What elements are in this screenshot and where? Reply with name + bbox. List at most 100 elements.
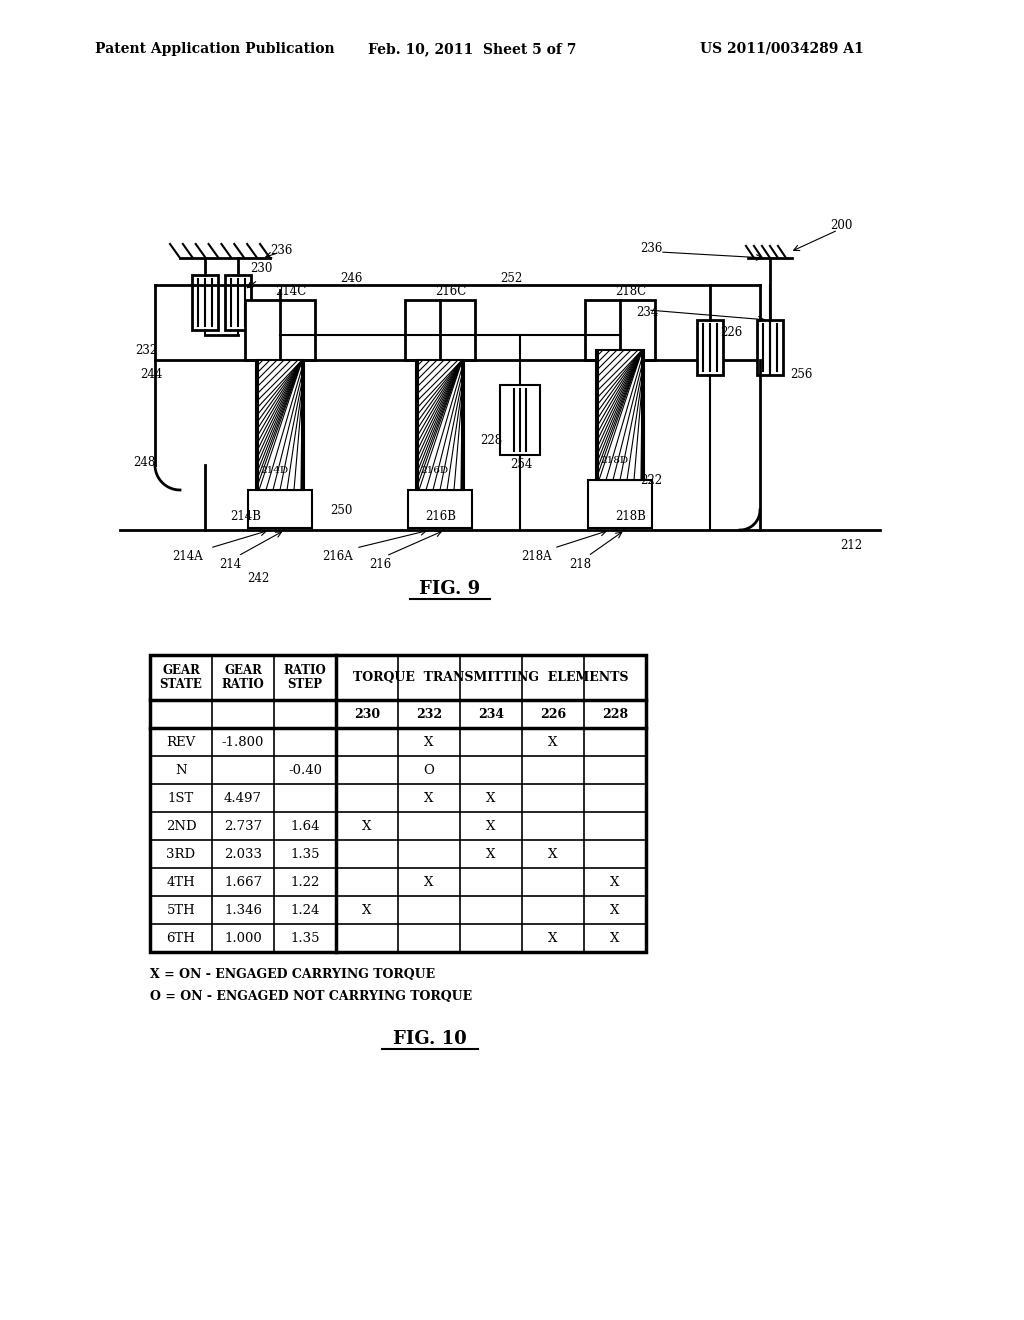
Text: O: O	[424, 763, 434, 776]
Text: 3RD: 3RD	[167, 847, 196, 861]
Text: 1.346: 1.346	[224, 903, 262, 916]
Text: 2ND: 2ND	[166, 820, 197, 833]
Text: 242: 242	[247, 572, 269, 585]
Text: 236: 236	[270, 244, 293, 257]
Text: 218A: 218A	[520, 550, 551, 564]
Text: REV: REV	[166, 735, 196, 748]
Text: US 2011/0034289 A1: US 2011/0034289 A1	[700, 42, 864, 55]
Text: GEAR: GEAR	[162, 664, 200, 677]
Bar	[193, 275, 218, 330]
Bar	[258, 360, 302, 490]
Bar	[408, 490, 472, 528]
Text: 228: 228	[480, 433, 502, 446]
Text: Feb. 10, 2011  Sheet 5 of 7: Feb. 10, 2011 Sheet 5 of 7	[368, 42, 577, 55]
Text: 236: 236	[640, 242, 663, 255]
Bar	[406, 300, 475, 360]
Text: X: X	[548, 847, 558, 861]
Text: 218D: 218D	[600, 455, 628, 465]
Text: 1.22: 1.22	[291, 875, 319, 888]
Text: X: X	[486, 792, 496, 804]
Text: 218: 218	[569, 558, 591, 572]
Text: 226: 226	[540, 708, 566, 721]
Text: X: X	[610, 875, 620, 888]
Text: X: X	[486, 847, 496, 861]
Text: 6TH: 6TH	[167, 932, 196, 945]
Text: X: X	[424, 792, 434, 804]
Bar	[598, 350, 642, 480]
Text: FIG. 10: FIG. 10	[393, 1030, 467, 1048]
Text: 254: 254	[510, 458, 532, 471]
Text: N: N	[175, 763, 186, 776]
Bar	[585, 300, 655, 360]
Text: 1.64: 1.64	[290, 820, 319, 833]
Text: 218B: 218B	[615, 510, 646, 523]
Text: X = ON - ENGAGED CARRYING TORQUE: X = ON - ENGAGED CARRYING TORQUE	[150, 968, 435, 981]
Text: RATIO: RATIO	[221, 678, 264, 690]
Text: X: X	[424, 735, 434, 748]
Text: 230: 230	[250, 261, 272, 275]
Text: 232: 232	[135, 343, 158, 356]
Text: 228: 228	[602, 708, 628, 721]
Text: 4.497: 4.497	[224, 792, 262, 804]
Text: 4TH: 4TH	[167, 875, 196, 888]
Text: 200: 200	[830, 219, 852, 232]
Text: 218C: 218C	[615, 285, 646, 298]
Text: 1ST: 1ST	[168, 792, 195, 804]
Text: X: X	[610, 903, 620, 916]
Bar	[500, 385, 540, 455]
Text: RATIO: RATIO	[284, 664, 327, 677]
Text: 216D: 216D	[420, 466, 449, 475]
Text: 1.35: 1.35	[290, 932, 319, 945]
Text: 212: 212	[840, 539, 862, 552]
Text: 5TH: 5TH	[167, 903, 196, 916]
Text: 1.667: 1.667	[224, 875, 262, 888]
Text: 214C: 214C	[275, 285, 306, 298]
Text: 1.000: 1.000	[224, 932, 262, 945]
Text: 244: 244	[140, 368, 163, 381]
Text: 216: 216	[369, 558, 391, 572]
Text: 226: 226	[720, 326, 742, 338]
Bar	[248, 490, 312, 528]
Text: X: X	[362, 820, 372, 833]
Text: X: X	[486, 820, 496, 833]
Text: 2.737: 2.737	[224, 820, 262, 833]
Text: 216A: 216A	[323, 550, 353, 564]
Text: STATE: STATE	[160, 678, 203, 690]
Bar	[757, 319, 783, 375]
Bar	[418, 360, 462, 490]
Bar	[150, 655, 646, 952]
Text: TORQUE  TRANSMITTING  ELEMENTS: TORQUE TRANSMITTING ELEMENTS	[353, 671, 629, 684]
Text: 234: 234	[478, 708, 504, 721]
Bar	[258, 360, 302, 490]
Text: FIG. 9: FIG. 9	[420, 579, 480, 598]
Text: 222: 222	[640, 474, 663, 487]
Text: 216C: 216C	[435, 285, 466, 298]
Bar	[697, 319, 723, 375]
Bar	[245, 300, 315, 360]
Text: -0.40: -0.40	[288, 763, 322, 776]
Text: X: X	[548, 735, 558, 748]
Text: STEP: STEP	[288, 678, 323, 690]
Text: 248: 248	[133, 455, 156, 469]
Text: X: X	[424, 875, 434, 888]
Text: 214B: 214B	[230, 510, 261, 523]
Text: 234: 234	[636, 305, 658, 318]
Text: -1.800: -1.800	[222, 735, 264, 748]
Text: X: X	[362, 903, 372, 916]
Text: 1.24: 1.24	[291, 903, 319, 916]
Text: 250: 250	[330, 503, 352, 516]
Bar	[225, 275, 251, 330]
Text: O = ON - ENGAGED NOT CARRYING TORQUE: O = ON - ENGAGED NOT CARRYING TORQUE	[150, 990, 472, 1003]
Text: 214D: 214D	[260, 466, 288, 475]
Text: 214: 214	[219, 558, 241, 572]
Bar	[588, 480, 652, 528]
Text: 246: 246	[340, 272, 362, 285]
Text: GEAR: GEAR	[224, 664, 262, 677]
Text: 214A: 214A	[173, 550, 204, 564]
Bar	[418, 360, 462, 490]
Text: 2.033: 2.033	[224, 847, 262, 861]
Text: Patent Application Publication: Patent Application Publication	[95, 42, 335, 55]
Text: 1.35: 1.35	[290, 847, 319, 861]
Text: 232: 232	[416, 708, 442, 721]
Text: X: X	[610, 932, 620, 945]
